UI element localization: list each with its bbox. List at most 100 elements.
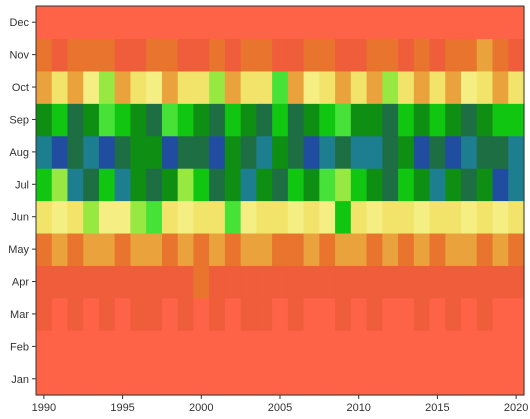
heatmap-cell	[350, 232, 368, 266]
heatmap-cell	[461, 330, 478, 364]
heatmap-cell	[98, 70, 116, 104]
heatmap-cell	[461, 362, 478, 396]
heatmap-cell	[492, 168, 509, 202]
heatmap-cell	[130, 70, 147, 104]
heatmap-cell	[193, 362, 210, 396]
heatmap-cell	[224, 103, 242, 137]
heatmap-cell	[98, 135, 116, 169]
heatmap-cell	[67, 168, 84, 202]
heatmap-cell	[303, 135, 320, 169]
heatmap-cell	[51, 38, 69, 72]
heatmap-cell	[256, 103, 273, 137]
heatmap-cell	[83, 232, 100, 266]
heatmap-cell	[413, 297, 431, 331]
heatmap-cell	[303, 297, 320, 331]
heatmap-cell	[429, 362, 446, 396]
heatmap-cell	[177, 168, 195, 202]
heatmap-cell	[350, 330, 368, 364]
heatmap-cell	[287, 200, 305, 234]
heatmap-cell	[382, 38, 399, 72]
heatmap-cell	[83, 6, 100, 40]
heatmap-cell	[193, 200, 210, 234]
heatmap-cell	[319, 103, 336, 137]
heatmap-cell	[398, 70, 415, 104]
heatmap-cell	[413, 135, 431, 169]
heatmap-cell	[492, 135, 509, 169]
heatmap-cell	[461, 232, 478, 266]
heatmap-cell	[445, 297, 462, 331]
heatmap-cell	[240, 168, 257, 202]
heatmap-cell	[51, 168, 69, 202]
heatmap-cell	[161, 362, 179, 396]
heatmap-cell	[51, 135, 69, 169]
heatmap-cell	[224, 168, 242, 202]
heatmap-cell	[114, 232, 132, 266]
heatmap-cell	[51, 70, 69, 104]
heatmap-cell	[240, 330, 257, 364]
heatmap-cell	[146, 297, 163, 331]
heatmap-cell	[83, 362, 100, 396]
heatmap-cell	[429, 200, 446, 234]
heatmap-cell	[398, 265, 415, 299]
heatmap-cell	[130, 6, 147, 40]
heatmap-cell	[382, 200, 399, 234]
heatmap-cell	[366, 6, 383, 40]
heatmap-cell	[319, 330, 336, 364]
heatmap-cell	[83, 70, 100, 104]
heatmap-cell	[508, 265, 525, 299]
heatmap-cell	[287, 103, 305, 137]
heatmap-cell	[114, 135, 132, 169]
heatmap-cell	[303, 330, 320, 364]
heatmap-cell	[382, 265, 399, 299]
heatmap-cell	[161, 103, 179, 137]
heatmap-cell	[161, 297, 179, 331]
heatmap-cell	[398, 6, 415, 40]
heatmap-cell	[98, 265, 116, 299]
heatmap-cell	[146, 103, 163, 137]
heatmap-cell	[224, 200, 242, 234]
y-tick-label: May	[8, 244, 29, 256]
heatmap-cell	[146, 70, 163, 104]
heatmap-cell	[445, 330, 462, 364]
heatmap-cell	[476, 232, 494, 266]
heatmap-cell	[335, 362, 352, 396]
heatmap-cell	[445, 168, 462, 202]
heatmap-cell	[224, 265, 242, 299]
heatmap-cell	[193, 168, 210, 202]
heatmap-cell	[240, 70, 257, 104]
heatmap-cell	[508, 232, 525, 266]
heatmap-cell	[287, 135, 305, 169]
y-tick-label: Nov	[9, 50, 29, 62]
heatmap-cell	[240, 297, 257, 331]
heatmap-cell	[429, 297, 446, 331]
heatmap-cell	[413, 362, 431, 396]
y-tick-label: Feb	[10, 341, 29, 353]
heatmap-cell	[429, 265, 446, 299]
heatmap-cell	[287, 70, 305, 104]
x-tick-label: 2000	[189, 402, 213, 414]
heatmap-cell	[51, 330, 69, 364]
heatmap-cell	[413, 330, 431, 364]
heatmap-cell	[476, 297, 494, 331]
heatmap-cell	[398, 38, 415, 72]
heatmap-cell	[366, 103, 383, 137]
heatmap-cell	[287, 168, 305, 202]
heatmap-cell	[272, 362, 289, 396]
heatmap-cell	[114, 265, 132, 299]
heatmap-cell	[350, 38, 368, 72]
heatmap-cell	[429, 135, 446, 169]
heatmap-cell	[67, 38, 84, 72]
heatmap-cell	[429, 103, 446, 137]
heatmap-cell	[398, 135, 415, 169]
heatmap-cell	[461, 297, 478, 331]
heatmap-cell	[476, 265, 494, 299]
heatmap-cell	[224, 6, 242, 40]
heatmap-cell	[193, 103, 210, 137]
heatmap-cell	[366, 70, 383, 104]
heatmap-cell	[508, 362, 525, 396]
y-tick-label: Apr	[12, 277, 29, 289]
heatmap-cell	[193, 232, 210, 266]
heatmap-cell	[67, 297, 84, 331]
heatmap-cell	[224, 330, 242, 364]
heatmap-cell	[67, 265, 84, 299]
